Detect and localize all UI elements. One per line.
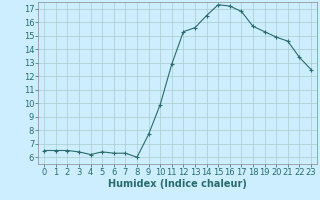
X-axis label: Humidex (Indice chaleur): Humidex (Indice chaleur) [108, 179, 247, 189]
